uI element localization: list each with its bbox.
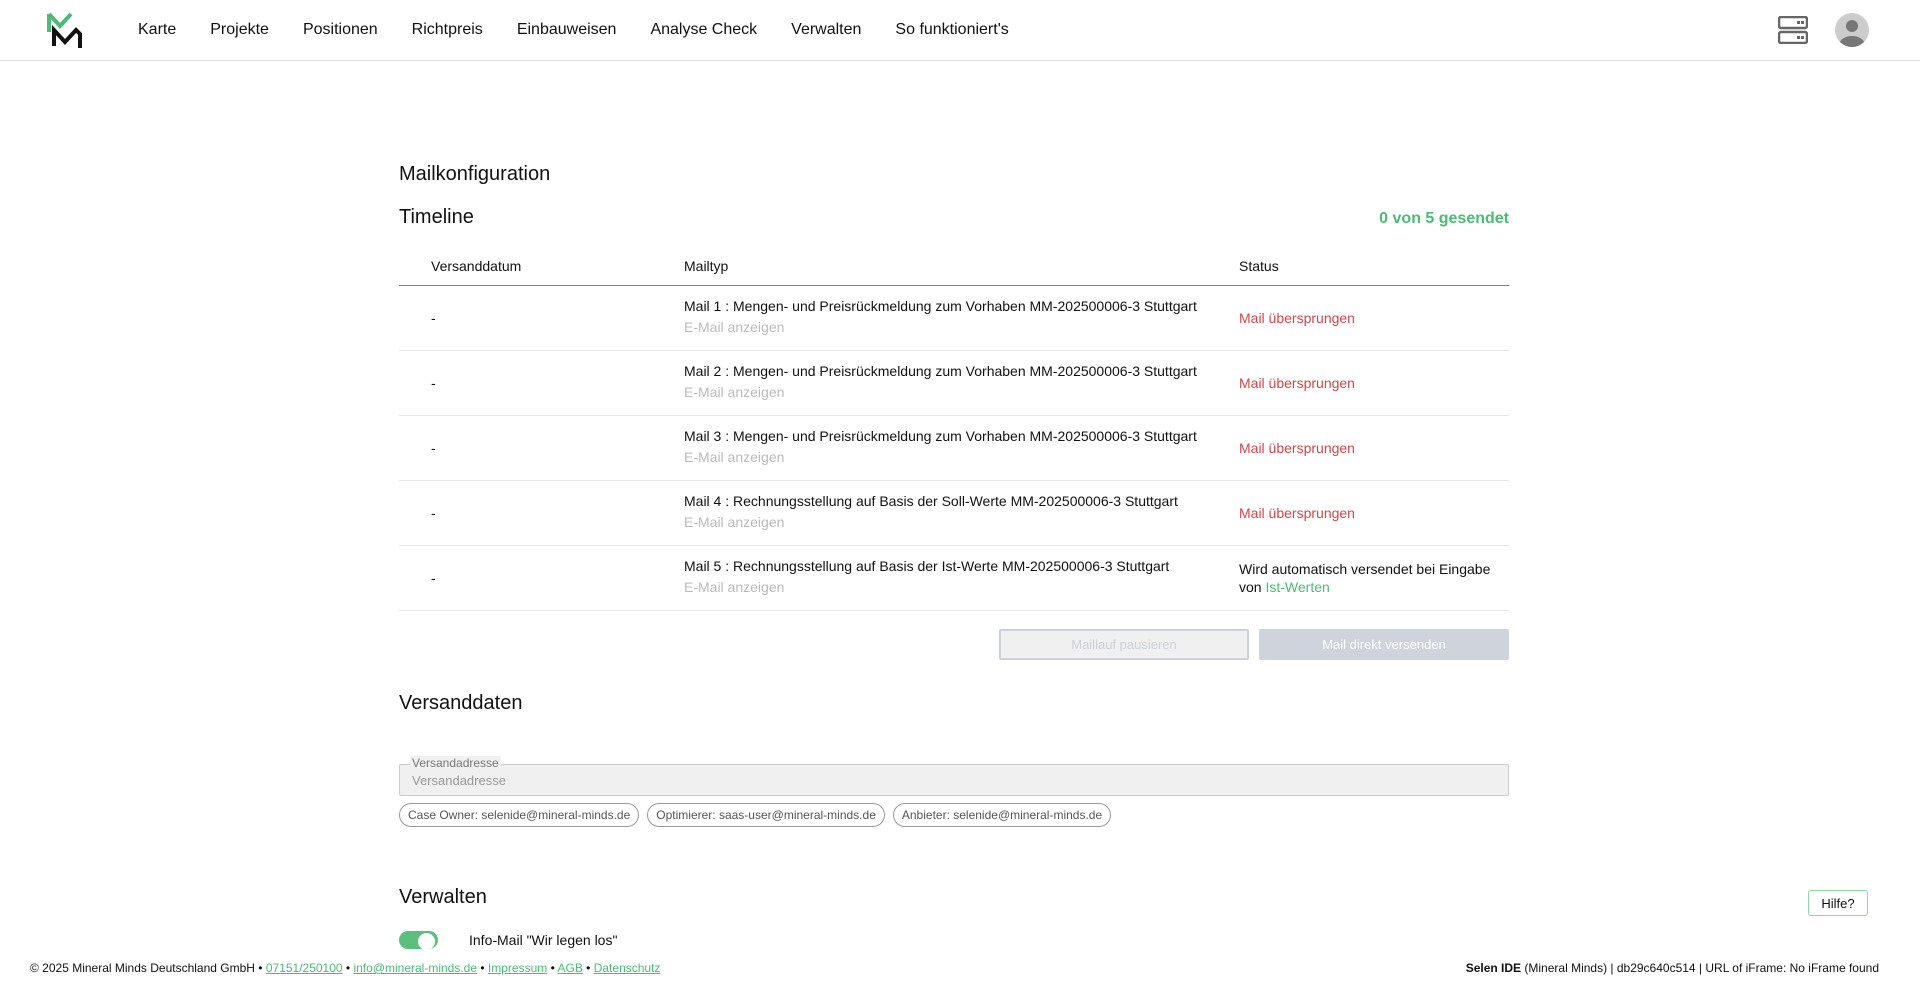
separator: •: [586, 961, 591, 975]
datenschutz-link[interactable]: Datenschutz: [593, 961, 661, 975]
header-versanddatum: Versanddatum: [431, 258, 522, 274]
show-email-link[interactable]: E-Mail anzeigen: [684, 384, 785, 400]
footer-right: Selen IDE (Mineral Minds) | db29c640c514…: [1466, 961, 1879, 975]
mail-type: Mail 2 : Mengen- und Preisrückmeldung zu…: [684, 363, 1197, 379]
header-mailtyp: Mailtyp: [684, 258, 729, 274]
versandadresse-field[interactable]: Versandadresse Versandadresse: [399, 756, 1509, 796]
send-date: -: [431, 570, 436, 586]
table-row: - Mail 5 : Rechnungsstellung auf Basis d…: [399, 546, 1509, 611]
nav-karte[interactable]: Karte: [138, 21, 177, 38]
nav-positionen[interactable]: Positionen: [302, 21, 378, 38]
nav-so-funktionierts[interactable]: So funktioniert's: [895, 21, 1009, 38]
avatar-icon[interactable]: [1835, 13, 1869, 47]
send-date: -: [431, 505, 436, 521]
status-text: Mail übersprungen: [1239, 440, 1355, 456]
chip-optimierer[interactable]: Optimierer: saas-user@mineral-minds.de: [647, 803, 885, 827]
send-date: -: [431, 310, 436, 326]
mail-type: Mail 3 : Mengen- und Preisrückmeldung zu…: [684, 428, 1197, 444]
verwalten-title: Verwalten: [399, 886, 487, 908]
status-text: Mail übersprungen: [1239, 505, 1355, 521]
nav-analyse-check[interactable]: Analyse Check: [650, 21, 758, 38]
table-row: - Mail 1 : Mengen- und Preisrückmeldung …: [399, 286, 1509, 351]
ide-info: (Mineral Minds) | db29c640c514 | URL of …: [1524, 961, 1879, 975]
page-title: Mailkonfiguration: [399, 163, 551, 185]
versanddaten-title: Versanddaten: [399, 692, 523, 714]
agb-link[interactable]: AGB: [557, 961, 583, 975]
show-email-link[interactable]: E-Mail anzeigen: [684, 449, 785, 465]
nav-richtpreis[interactable]: Richtpreis: [411, 21, 483, 38]
ide-name: Selen IDE: [1465, 961, 1522, 975]
mail-type: Mail 4 : Rechnungsstellung auf Basis der…: [684, 493, 1178, 509]
footer-left: © 2025 Mineral Minds Deutschland GmbH • …: [30, 961, 660, 975]
status-text: Mail übersprungen: [1239, 375, 1355, 391]
separator: •: [480, 961, 485, 975]
show-email-link[interactable]: E-Mail anzeigen: [684, 319, 785, 335]
ist-werten-link[interactable]: Ist-Werten: [1265, 579, 1330, 595]
nav-verwalten[interactable]: Verwalten: [791, 21, 862, 38]
mail-type: Mail 1 : Mengen- und Preisrückmeldung zu…: [684, 298, 1197, 314]
pause-mailing-button[interactable]: Maillauf pausieren: [999, 629, 1249, 660]
table-row: - Mail 4 : Rechnungsstellung auf Basis d…: [399, 481, 1509, 546]
send-date: -: [431, 440, 436, 456]
nav-projekte[interactable]: Projekte: [210, 21, 269, 38]
phone-link[interactable]: 07151/250100: [265, 961, 343, 975]
sent-counter: 0 von 5 gesendet: [1379, 210, 1509, 227]
chip-case-owner[interactable]: Case Owner: selenide@mineral-minds.de: [399, 803, 640, 827]
server-icon[interactable]: [1778, 16, 1808, 44]
table-header: Versanddatum Mailtyp Status: [399, 250, 1509, 286]
help-button[interactable]: Hilfe?: [1808, 890, 1868, 916]
recipient-chips: Case Owner: selenide@mineral-minds.de Op…: [399, 803, 1112, 827]
nav-einbauweisen[interactable]: Einbauweisen: [516, 21, 617, 38]
table-row: - Mail 2 : Mengen- und Preisrückmeldung …: [399, 351, 1509, 416]
copyright: © 2025 Mineral Minds Deutschland GmbH •: [30, 961, 263, 975]
status-text: Mail übersprungen: [1239, 310, 1355, 326]
info-mail-label: Info-Mail "Wir legen los": [469, 932, 618, 948]
separator: •: [550, 961, 555, 975]
toggle-knob: [418, 933, 435, 949]
footer: © 2025 Mineral Minds Deutschland GmbH • …: [0, 961, 1920, 994]
versandadresse-label: Versandadresse: [410, 756, 501, 770]
mineral-minds-logo[interactable]: [46, 12, 84, 48]
send-date: -: [431, 375, 436, 391]
email-link[interactable]: info@mineral-minds.de: [353, 961, 478, 975]
status-auto-text: Wird automatisch versendet bei Eingabe v…: [1239, 561, 1491, 595]
show-email-link[interactable]: E-Mail anzeigen: [684, 514, 785, 530]
top-nav: Karte Projekte Positionen Richtpreis Ein…: [0, 0, 1920, 61]
table-row: - Mail 3 : Mengen- und Preisrückmeldung …: [399, 416, 1509, 481]
chip-anbieter[interactable]: Anbieter: selenide@mineral-minds.de: [892, 803, 1112, 827]
versandadresse-placeholder: Versandadresse: [412, 773, 506, 788]
timeline-table: Versanddatum Mailtyp Status - Mail 1 : M…: [399, 250, 1509, 611]
impressum-link[interactable]: Impressum: [487, 961, 548, 975]
mail-type: Mail 5 : Rechnungsstellung auf Basis der…: [684, 558, 1170, 574]
timeline-title: Timeline: [399, 206, 474, 228]
separator: •: [345, 961, 351, 975]
send-mail-now-button[interactable]: Mail direkt versenden: [1259, 629, 1509, 660]
status-text: Wird automatisch versendet bei Eingabe v…: [1239, 560, 1499, 596]
header-status: Status: [1239, 258, 1279, 274]
info-mail-toggle[interactable]: [399, 931, 438, 949]
show-email-link[interactable]: E-Mail anzeigen: [684, 579, 785, 595]
